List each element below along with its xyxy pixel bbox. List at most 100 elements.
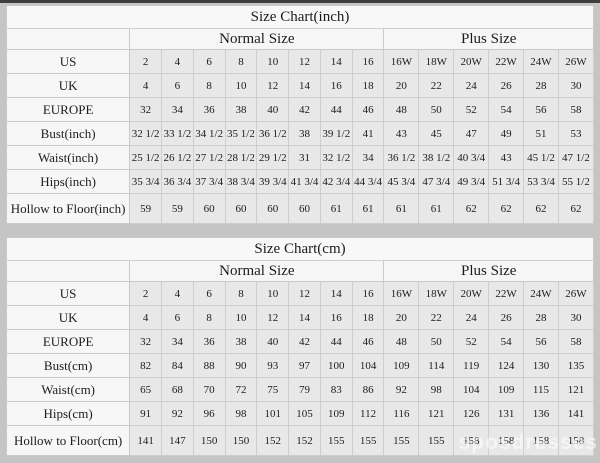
size-cell: 55 1/2 [557,169,595,194]
size-cell: 8 [224,281,258,306]
size-cell: 16 [351,49,385,74]
size-cell: 22 [418,305,455,330]
size-cell: 49 3/4 [453,169,490,194]
size-cell: 32 [129,329,162,354]
size-cell: 8 [224,49,258,74]
size-cell: 26W [557,281,595,306]
size-cell: 4 [129,73,162,98]
size-cell: 16 [351,281,385,306]
size-cell: 75 [256,377,290,402]
row-label: UK [5,305,131,330]
table-row: Hollow to Floor(cm) 141 147 150 150 152 152 155… [5,425,595,456]
row-label: Waist(cm) [5,377,131,402]
table-row: Bust(inch) 32 1/2 33 1/2 34 1/2 35 1/2 36 1/2… [5,121,595,146]
size-cell: 104 [351,353,385,378]
table-title-row: Size Chart(cm) [6,237,594,261]
size-cell: 116 [383,401,420,426]
size-cell: 36 1/2 [256,121,290,146]
size-cell: 25 1/2 [129,145,162,170]
size-cell: 50 [418,97,455,122]
size-chart-cm-table: Size Chart(cm) Normal Size Plus Size US 2… [5,237,595,456]
size-cell: 36 3/4 [161,169,194,194]
table-row: Hips(inch) 35 3/4 36 3/4 37 3/4 38 3/4 39 3/4… [5,169,595,194]
size-cell: 37 3/4 [192,169,226,194]
size-cell: 30 [557,73,595,98]
size-chart-inch-table: Size Chart(inch) Normal Size Plus Size U… [5,5,595,224]
size-cell: 136 [523,401,559,426]
size-cell: 86 [351,377,385,402]
size-cell: 48 [383,329,420,354]
size-cell: 34 [161,329,194,354]
size-cell: 24 [453,73,490,98]
size-cell: 109 [488,377,525,402]
size-cell: 97 [288,353,321,378]
size-cell: 152 [288,425,321,456]
size-cell: 14 [319,49,353,74]
size-cell: 38 1/2 [418,145,455,170]
size-cell: 20W [453,281,490,306]
size-cell: 26 [488,73,525,98]
size-cell: 34 [351,145,385,170]
section-header-row: Normal Size Plus Size [5,28,594,50]
size-cell: 61 [351,193,385,224]
size-cell: 40 [256,97,290,122]
size-cell: 10 [256,281,290,306]
size-cell: 24 [453,305,490,330]
size-cell: 135 [557,353,595,378]
size-cell: 88 [192,353,226,378]
size-cell: 152 [256,425,290,456]
table-title-row: Size Chart(inch) [6,5,594,29]
size-cell: 14 [288,73,321,98]
size-cell: 47 3/4 [418,169,455,194]
size-cell: 61 [383,193,420,224]
size-cell: 45 [418,121,455,146]
size-cell: 6 [161,305,194,330]
size-cell: 22W [488,281,525,306]
size-cell: 155 [418,425,455,456]
size-cell: 126 [453,401,490,426]
size-cell: 39 1/2 [319,121,353,146]
size-cell: 52 [453,97,490,122]
size-cell: 32 1/2 [319,145,353,170]
row-label: Hips(inch) [5,169,131,194]
size-cell: 28 [523,73,559,98]
row-label: Hollow to Floor(cm) [5,425,131,456]
size-cell: 2 [129,281,162,306]
table-title: Size Chart(inch) [6,5,594,29]
table-row: UK 4 6 8 10 12 14 16 18 20 22 24 26 28 30 [5,305,595,330]
size-cell: 35 1/2 [224,121,258,146]
size-cell: 150 [192,425,226,456]
size-cell: 155 [351,425,385,456]
size-cell: 98 [418,377,455,402]
size-cell: 10 [256,49,290,74]
size-cell: 60 [288,193,321,224]
size-cell: 36 [192,329,226,354]
size-cell: 147 [161,425,194,456]
size-cell: 56 [523,329,559,354]
plus-size-header: Plus Size [383,260,594,282]
size-rows: US 2 4 6 8 10 12 14 16 16W 18W 20W 22W 24W 26W UK 4 6 8 10 1… [5,49,595,224]
size-cell: 65 [129,377,162,402]
size-cell: 42 [288,329,321,354]
size-cell: 38 [224,329,258,354]
size-cell: 49 [488,121,525,146]
size-cell: 51 3/4 [488,169,525,194]
size-cell: 32 1/2 [129,121,162,146]
size-cell: 104 [453,377,490,402]
size-cell: 130 [523,353,559,378]
size-cell: 62 [557,193,595,224]
size-cell: 47 [453,121,490,146]
size-cell: 12 [288,281,321,306]
row-label: US [5,281,131,306]
size-cell: 141 [557,401,595,426]
size-cell: 91 [129,401,162,426]
size-cell: 121 [418,401,455,426]
table-row: Hips(cm) 91 92 96 98 101 105 109 112 116 121 126 131… [5,401,595,426]
size-cell: 100 [319,353,353,378]
size-cell: 40 3/4 [453,145,490,170]
row-label: Bust(inch) [5,121,131,146]
row-label: Bust(cm) [5,353,131,378]
size-cell: 112 [351,401,385,426]
size-cell: 8 [192,305,226,330]
size-cell: 10 [224,305,258,330]
